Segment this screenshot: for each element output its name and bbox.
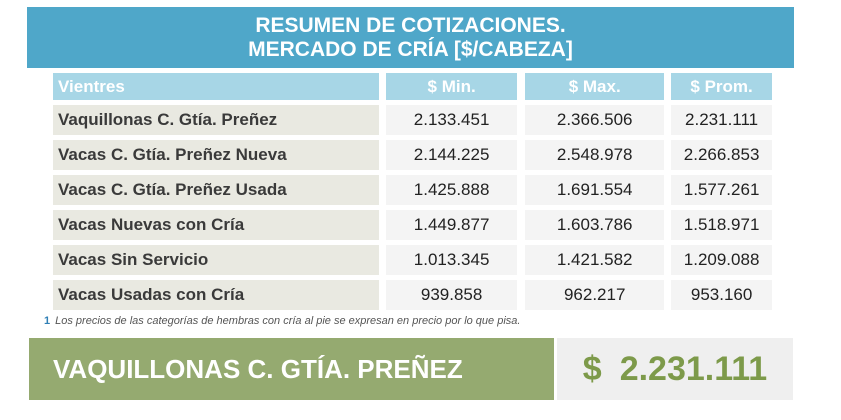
featured-category-label: VAQUILLONAS C. GTÍA. PREÑEZ <box>29 338 554 400</box>
prices-table: Vientres $ Min. $ Max. $ Prom. Vaquillon… <box>53 73 775 315</box>
table-row: Vaquillonas C. Gtía. Preñez 2.133.451 2.… <box>53 105 775 140</box>
row-category: Vacas Sin Servicio <box>53 245 380 275</box>
row-max: 962.217 <box>525 280 665 310</box>
row-category: Vaquillonas C. Gtía. Preñez <box>53 105 380 135</box>
row-avg: 1.577.261 <box>671 175 772 205</box>
row-avg: 1.209.088 <box>671 245 772 275</box>
table-row: Vacas Nuevas con Cría 1.449.877 1.603.78… <box>53 210 775 245</box>
row-min: 2.144.225 <box>386 140 518 170</box>
row-category: Vacas Nuevas con Cría <box>53 210 380 240</box>
row-min: 1.425.888 <box>386 175 518 205</box>
table-row: Vacas C. Gtía. Preñez Usada 1.425.888 1.… <box>53 175 775 210</box>
row-max: 1.421.582 <box>525 245 665 275</box>
column-header-max: $ Max. <box>525 73 665 100</box>
footnote-number: 1 <box>44 315 51 327</box>
featured-price-box: $ 2.231.111 <box>557 338 793 400</box>
column-header-category: Vientres <box>53 73 380 100</box>
row-max: 2.366.506 <box>525 105 665 135</box>
row-avg: 1.518.971 <box>671 210 772 240</box>
row-min: 2.133.451 <box>386 105 518 135</box>
table-row: Vacas Sin Servicio 1.013.345 1.421.582 1… <box>53 245 775 280</box>
row-max: 1.603.786 <box>525 210 665 240</box>
table-header-row: Vientres $ Min. $ Max. $ Prom. <box>53 73 775 105</box>
footnote-text: Los precios de las categorías de hembras… <box>55 315 521 327</box>
footnote: 1 Los precios de las categorías de hembra… <box>44 315 520 327</box>
row-max: 1.691.554 <box>525 175 665 205</box>
row-min: 939.858 <box>386 280 518 310</box>
row-avg: 2.266.853 <box>671 140 772 170</box>
column-header-min: $ Min. <box>386 73 518 100</box>
column-header-avg: $ Prom. <box>671 73 772 100</box>
table-row: Vacas Usadas con Cría 939.858 962.217 95… <box>53 280 775 315</box>
report-title-banner: RESUMEN DE COTIZACIONES. MERCADO DE CRÍA… <box>27 7 794 68</box>
table-row: Vacas C. Gtía. Preñez Nueva 2.144.225 2.… <box>53 140 775 175</box>
row-category: Vacas Usadas con Cría <box>53 280 380 310</box>
row-max: 2.548.978 <box>525 140 665 170</box>
row-min: 1.013.345 <box>386 245 518 275</box>
featured-price-value: 2.231.111 <box>619 349 768 388</box>
row-category: Vacas C. Gtía. Preñez Usada <box>53 175 380 205</box>
title-line-2: MERCADO DE CRÍA [$/CABEZA] <box>248 37 573 61</box>
title-line-1: RESUMEN DE COTIZACIONES. <box>255 13 566 37</box>
row-min: 1.449.877 <box>386 210 518 240</box>
row-avg: 2.231.111 <box>671 105 772 135</box>
currency-symbol: $ <box>582 349 602 388</box>
row-avg: 953.160 <box>671 280 772 310</box>
row-category: Vacas C. Gtía. Preñez Nueva <box>53 140 380 170</box>
